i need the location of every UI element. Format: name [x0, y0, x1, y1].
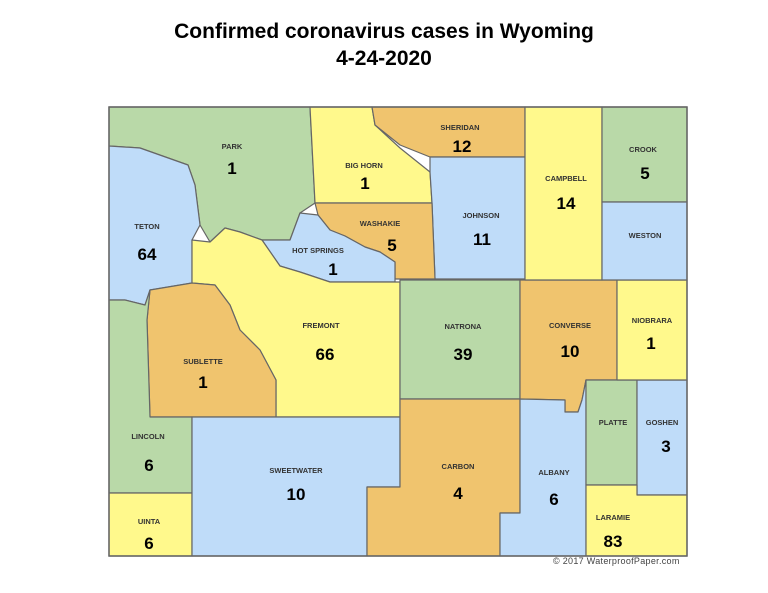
county-cases-bighorn: 1	[360, 174, 369, 193]
county-cases-uinta: 6	[144, 534, 153, 553]
county-name-hotsprings: HOT SPRINGS	[292, 246, 344, 255]
county-name-weston: WESTON	[629, 231, 662, 240]
county-cases-crook: 5	[640, 164, 649, 183]
county-cases-lincoln: 6	[144, 456, 153, 475]
county-natrona	[399, 279, 521, 400]
map-date: 4-24-2020	[336, 47, 432, 70]
county-cases-park: 1	[227, 159, 236, 178]
county-shape-weston	[601, 201, 688, 281]
state-border	[108, 106, 688, 557]
county-cases-fremont: 66	[316, 345, 335, 364]
county-name-converse: CONVERSE	[549, 321, 591, 330]
county-name-bighorn: BIG HORN	[345, 161, 383, 170]
county-name-crook: CROOK	[629, 145, 658, 154]
county-name-lincoln: LINCOLN	[131, 432, 164, 441]
county-name-carbon: CARBON	[442, 462, 475, 471]
county-name-washakie: WASHAKIE	[360, 219, 400, 228]
county-cases-natrona: 39	[454, 345, 473, 364]
county-cases-carbon: 4	[453, 484, 463, 503]
county-cases-johnson: 11	[473, 230, 491, 249]
county-shape-platte	[585, 379, 638, 486]
county-crook	[601, 106, 688, 203]
county-cases-washakie: 5	[387, 236, 396, 255]
county-cases-sublette: 1	[198, 373, 207, 392]
county-shape-crook	[601, 106, 688, 203]
map-title: Confirmed coronavirus cases in Wyoming	[174, 20, 594, 43]
county-name-teton: TETON	[134, 222, 159, 231]
county-cases-laramie: 83	[604, 532, 623, 551]
county-name-campbell: CAMPBELL	[545, 174, 587, 183]
county-cases-sweetwater: 10	[287, 485, 306, 504]
county-cases-albany: 6	[549, 490, 558, 509]
county-name-uinta: UINTA	[138, 517, 161, 526]
county-name-platte: PLATTE	[599, 418, 628, 427]
county-platte	[585, 379, 638, 486]
county-cases-hotsprings: 1	[328, 260, 337, 279]
county-weston	[601, 201, 688, 281]
county-shape-natrona	[399, 279, 521, 400]
county-cases-campbell: 14	[557, 194, 576, 213]
county-cases-niobrara: 1	[646, 334, 655, 353]
county-name-albany: ALBANY	[538, 468, 569, 477]
county-name-laramie: LARAMIE	[596, 513, 630, 522]
county-cases-converse: 10	[561, 342, 580, 361]
county-cases-sheridan: 12	[453, 137, 472, 156]
county-name-sublette: SUBLETTE	[183, 357, 223, 366]
county-shape-niobrara	[616, 279, 688, 381]
county-name-fremont: FREMONT	[302, 321, 339, 330]
county-name-park: PARK	[222, 142, 243, 151]
county-name-sheridan: SHERIDAN	[440, 123, 479, 132]
county-cases-teton: 64	[138, 245, 157, 264]
county-cases-goshen: 3	[661, 437, 670, 456]
county-name-natrona: NATRONA	[445, 322, 483, 331]
county-name-goshen: GOSHEN	[646, 418, 679, 427]
copyright-credit: © 2017 WaterproofPaper.com	[553, 556, 680, 566]
county-niobrara	[616, 279, 688, 381]
county-name-sweetwater: SWEETWATER	[269, 466, 323, 475]
county-name-johnson: JOHNSON	[462, 211, 499, 220]
county-name-niobrara: NIOBRARA	[632, 316, 673, 325]
